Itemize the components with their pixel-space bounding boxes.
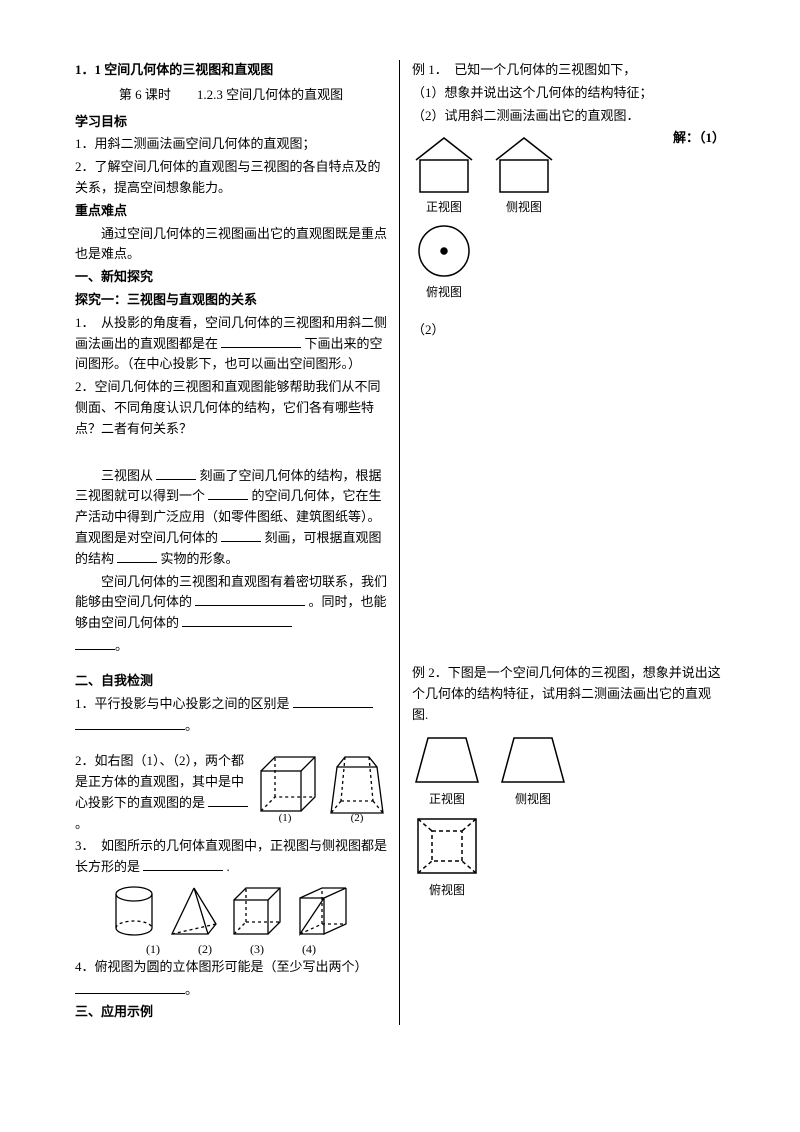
q3-l3: (3) (250, 942, 264, 957)
blank (182, 613, 292, 627)
ex1-l2: （1）想象并说出这个几何体的结构特征； (412, 83, 725, 104)
q3-labels: (1) (2) (3) (4) (75, 942, 387, 957)
blank (75, 636, 115, 650)
nested-square-icon (412, 813, 482, 879)
q4: 4．俯视图为圆的立体图形可能是（至少写出两个） (75, 957, 387, 978)
label-side2: 侧视图 (515, 790, 551, 807)
main-title: 1．1 空间几何体的三视图和直观图 (75, 60, 387, 81)
q4-text: 4．俯视图为圆的立体图形可能是（至少写出两个） (75, 959, 368, 974)
section1-heading: 一、新知探究 (75, 267, 387, 288)
ex2-views-row1: 正视图 侧视图 (412, 732, 725, 807)
goal-heading: 学习目标 (75, 112, 387, 133)
house-front-icon (412, 134, 476, 196)
goal-1: 1．用斜二测画法画空间几何体的直观图； (75, 134, 387, 155)
q3: 3． 如图所示的几何体直观图中，正视图与侧视图都是长方形的是 . (75, 836, 387, 878)
label-side: 侧视图 (506, 198, 542, 215)
svg-text:(1): (1) (279, 812, 292, 823)
goal-2: 2．了解空间几何体的直观图与三视图的各自特点及的关系，提高空间想象能力。 (75, 157, 387, 199)
tetra-icon (168, 884, 220, 940)
q2-block: (1) (2) 2．如右图（1）、（2），两个都是正方体的直观图，其中是中心投影… (75, 751, 387, 836)
blank (143, 857, 223, 871)
ex1-l1: 例 1． 已知一个几何体的三视图如下， (412, 60, 725, 81)
q2-figures: (1) (2) (257, 751, 387, 823)
part2-label: （2） (412, 320, 725, 341)
q3-l4: (4) (302, 942, 316, 957)
box-icon (230, 884, 286, 940)
blank (208, 793, 248, 807)
blank (75, 716, 185, 730)
blank (293, 694, 373, 708)
solution-label: 解：（1） (673, 128, 725, 149)
trapezoid-side-icon (498, 732, 568, 788)
ex1-p3e: 实物的形象。 (161, 551, 239, 566)
explore1-p4: 空间几何体的三视图和直观图有着密切联系，我们能够由空间几何体的 。同时，也能够由… (75, 572, 387, 634)
section3-heading: 三、应用示例 (75, 1002, 387, 1023)
q3-l1: (1) (146, 942, 160, 957)
q3-end: . (227, 859, 230, 874)
section2-heading: 二、自我检测 (75, 671, 387, 692)
explore1-p1: 1． 从投影的角度看，空间几何体的三视图和用斜二侧画法画出的直观图都是在 下画出… (75, 313, 387, 375)
difficulty-text: 通过空间几何体的三视图画出它的直观图既是重点也是难点。 (75, 224, 387, 266)
blank (117, 549, 157, 563)
ex2-views-row2: 俯视图 (412, 813, 725, 898)
ex1-views: 正视图 侧视图 (412, 128, 556, 306)
trapezoid-front-icon (412, 732, 482, 788)
q3a: 3． 如图所示的几何体直观图中，正视图与侧视图都是长方形的是 (75, 838, 387, 874)
q1: 1．平行投影与中心投影之间的区别是 (75, 694, 387, 715)
q3-figures (75, 884, 387, 940)
blank (75, 980, 185, 994)
svg-text:(2): (2) (351, 812, 364, 823)
house-side-icon (492, 134, 556, 196)
blank (221, 528, 261, 542)
explore1-p3: 三视图从 刻画了空间几何体的结构，根据三视图就可以得到一个 的空间几何体，它在生… (75, 466, 387, 570)
blank (195, 592, 305, 606)
explore1-p2: 2．空间几何体的三视图和直观图能够帮助我们从不同侧面、不同角度认识几何体的结构，… (75, 377, 387, 439)
blank (156, 466, 196, 480)
label-front: 正视图 (426, 198, 462, 215)
circle-dot-icon (412, 221, 476, 281)
prism-icon (296, 884, 352, 940)
label-front2: 正视图 (429, 790, 465, 807)
difficulty-heading: 重点难点 (75, 201, 387, 222)
ex2-text: 例 2．下图是一个空间几何体的三视图，想象并说出这个几何体的结构特征，试用斜二测… (412, 663, 725, 725)
q3-l2: (2) (198, 942, 212, 957)
q1-text: 1．平行投影与中心投影之间的区别是 (75, 696, 290, 711)
explore1-heading: 探究一：三视图与直观图的关系 (75, 290, 387, 311)
blank (221, 334, 301, 348)
blank (208, 486, 248, 500)
ex1-l3: （2）试用斜二测画法画出它的直观图． (412, 106, 725, 127)
label-top: 俯视图 (426, 283, 462, 300)
cube-diagrams: (1) (2) (257, 751, 387, 823)
ex1-p3a: 三视图从 (101, 468, 153, 483)
subtitle: 第 6 课时 1.2.3 空间几何体的直观图 (75, 85, 387, 106)
cylinder-icon (110, 884, 158, 940)
label-top2: 俯视图 (429, 881, 465, 898)
